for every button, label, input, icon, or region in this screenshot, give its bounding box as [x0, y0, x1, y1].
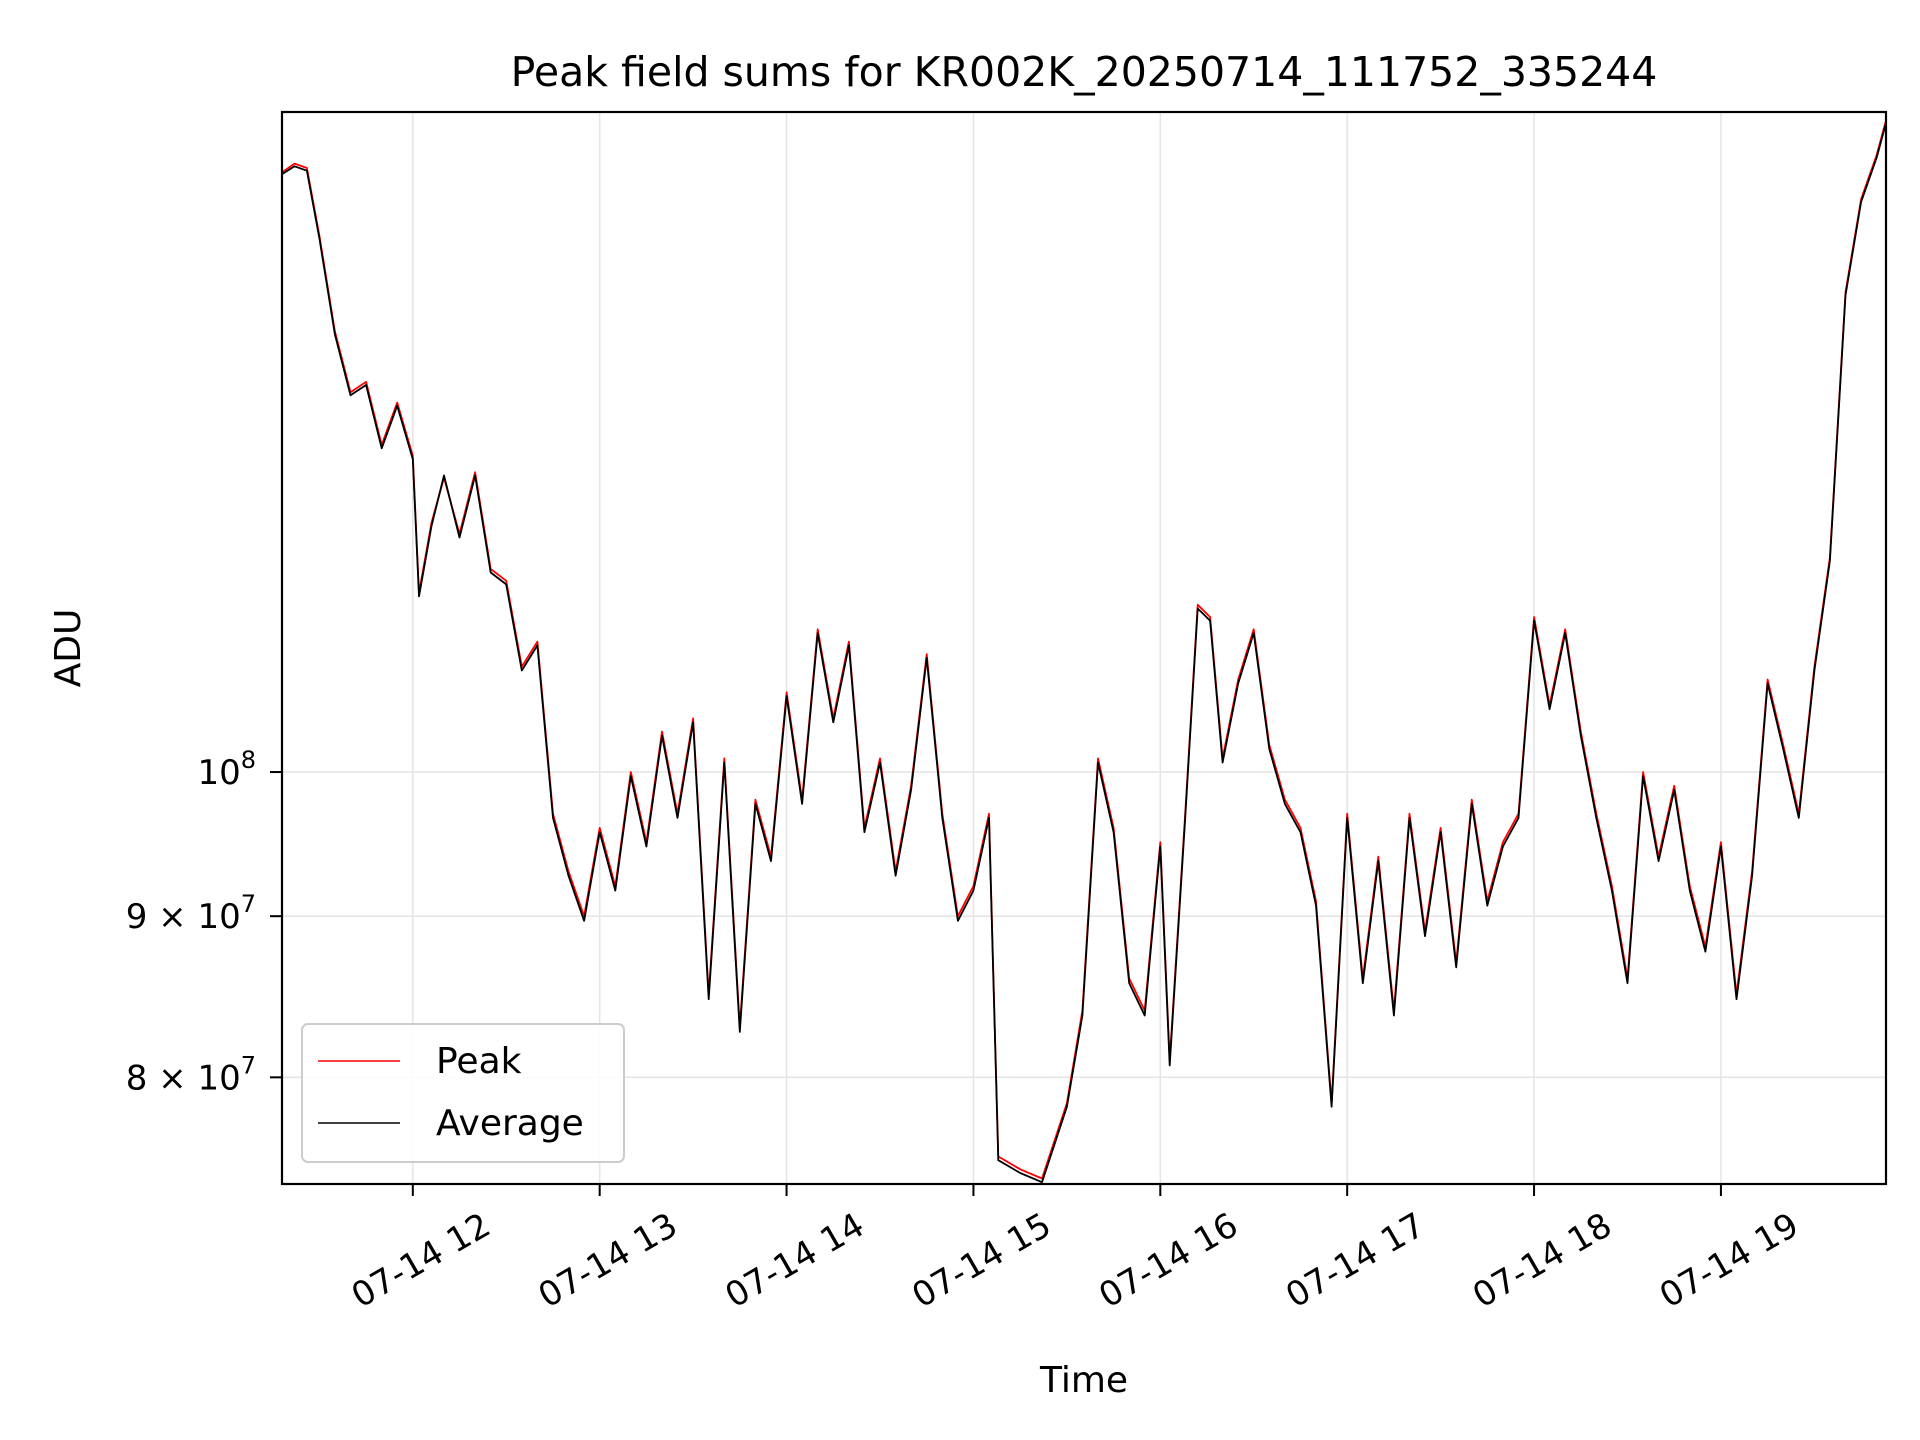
y-tick-label-0: 108	[197, 746, 256, 793]
y-axis: 108 9 × 107 8 × 107	[126, 746, 282, 1098]
plot-frame	[280, 110, 1888, 1186]
x-axis-label: Time	[1039, 1360, 1128, 1401]
legend-label-average: Average	[436, 1103, 584, 1144]
chart-title: Peak field sums for KR002K_20250714_1117…	[511, 48, 1658, 96]
legend-box	[301, 1023, 625, 1163]
legend-label-peak: Peak	[436, 1041, 522, 1082]
legend: Peak Average	[301, 1023, 625, 1163]
y-axis-label: ADU	[48, 609, 89, 688]
y-tick-label-1: 9 × 107	[126, 890, 256, 937]
y-tick-label-2: 8 × 107	[126, 1051, 256, 1098]
series-line-average	[281, 122, 1887, 1184]
series-group	[281, 120, 1887, 1184]
